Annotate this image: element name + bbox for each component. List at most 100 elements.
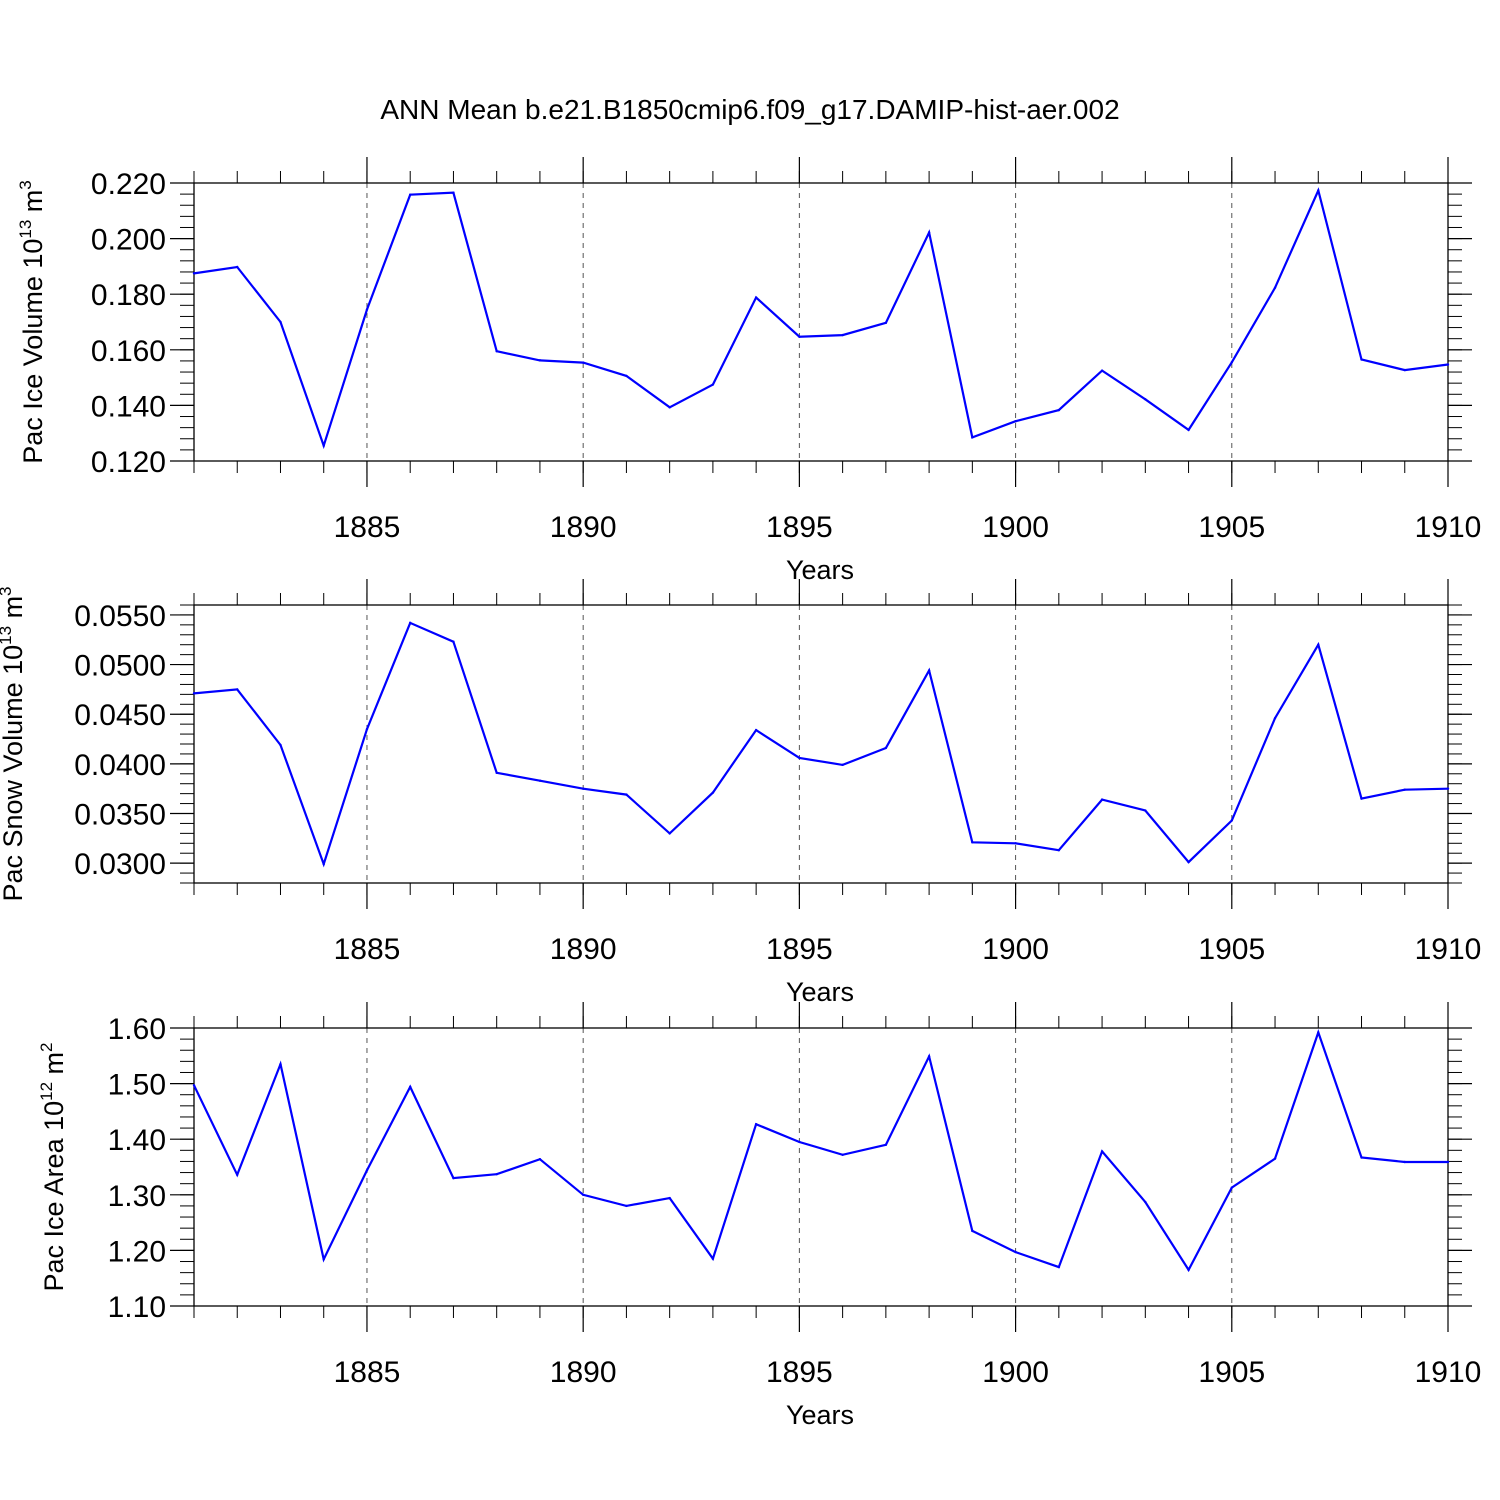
data-point [668,832,671,835]
x-tick-label: 1890 [550,511,617,544]
data-point [365,727,369,731]
data-point [1187,860,1190,864]
data-point [1446,1160,1450,1164]
x-tick-label: 1890 [550,1356,617,1389]
data-point [1317,643,1320,646]
data-point [538,779,542,782]
data-point [1230,361,1233,364]
data-point [495,771,498,774]
data-point [1273,1157,1277,1160]
y-tick-label: 0.0350 [74,799,166,832]
x-tick-label: 1900 [982,933,1049,966]
data-point [1273,286,1277,290]
data-point [409,193,412,196]
data-point [452,1176,455,1180]
data-point [1230,819,1233,822]
data-point [625,374,628,378]
data-point [1100,1150,1104,1153]
data-point [279,320,282,324]
data-point [668,1196,671,1200]
data-point [884,321,888,325]
x-tick-label: 1900 [982,511,1049,544]
data-point [841,1153,844,1156]
panel-3: 1.10 1.20 1.30 1.40 1.50 1.60 1885 1890 1895 1900… [37,1002,1481,1430]
data-point [1317,189,1320,192]
data-point [1057,408,1061,412]
data-point [279,743,282,747]
y-axis-label: Pac Ice Area 1012 m2 [37,1042,69,1291]
data-point [971,436,974,439]
data-point [322,444,325,447]
data-point [1100,798,1104,801]
x-axis-label: Years [786,555,854,585]
data-point [927,669,931,672]
data-point [971,1229,974,1233]
panel-1: 0.120 0.140 0.160 0.180 0.200 0.220 1885 1890 18… [16,157,1481,585]
y-tick-label: 0.0450 [74,699,166,732]
data-point [1187,428,1190,432]
y-tick-label: 0.0500 [74,650,166,683]
y-tick-label: 1.30 [108,1180,166,1213]
data-point [1057,849,1061,852]
x-tick-label: 1905 [1198,511,1265,544]
data-point [365,1169,369,1172]
data-point [236,1173,239,1176]
data-point [236,688,239,691]
data-point [1144,398,1147,401]
x-axis-label: Years [786,977,854,1007]
data-point [1187,1268,1190,1272]
x-tick-label: 1910 [1415,933,1482,966]
data-point [754,728,758,732]
data-point [1230,1186,1233,1189]
x-tick-label: 1910 [1415,1356,1482,1389]
plot-frame [193,604,1449,884]
x-tick-label: 1890 [550,933,617,966]
x-tick-label: 1895 [766,933,833,966]
data-point [409,1085,412,1089]
data-point [1014,1250,1017,1254]
y-tick-label: 0.0300 [74,848,166,881]
series-line [193,1029,1448,1273]
data-point [711,383,715,386]
data-point [1360,1156,1363,1159]
data-point [668,406,671,409]
y-tick-label: 1.20 [108,1235,166,1268]
x-tick-label: 1895 [766,511,833,544]
data-point [581,1193,585,1197]
x-tick-label: 1900 [982,1356,1049,1389]
data-point [1360,797,1363,800]
data-point [1100,369,1104,372]
data-point [754,1122,758,1126]
data-point [711,1257,715,1260]
data-point [192,692,196,695]
data-point [1403,1160,1406,1164]
chart-title: ANN Mean b.e21.B1850cmip6.f09_g17.DAMIP-… [380,94,1119,125]
data-point [1014,420,1017,423]
panels: 0.120 0.140 0.160 0.180 0.200 0.220 1885 1890 18… [0,157,1481,1430]
data-point [581,361,585,364]
series-line [193,187,1449,450]
y-tick-label: 0.220 [91,168,166,201]
data-point [452,640,455,643]
data-point [409,621,412,625]
data-point [452,191,455,194]
data-point [625,793,628,796]
data-point [927,231,931,234]
y-tick-label: 1.60 [108,1013,166,1046]
data-point [1273,716,1277,720]
y-tick-label: 0.120 [91,446,166,479]
data-point [927,1055,931,1058]
data-point [279,1062,282,1066]
x-tick-label: 1910 [1415,511,1482,544]
data-point [192,1084,196,1087]
data-point [971,841,974,844]
y-tick-label: 1.50 [108,1069,166,1102]
data-point [841,333,844,337]
x-axis-label: Years [786,1400,854,1430]
y-tick-label: 1.40 [108,1124,166,1157]
data-point [322,1258,325,1261]
data-point [538,1158,542,1161]
y-tick-label: 0.140 [91,390,166,423]
y-tick-label: 0.160 [91,335,166,368]
